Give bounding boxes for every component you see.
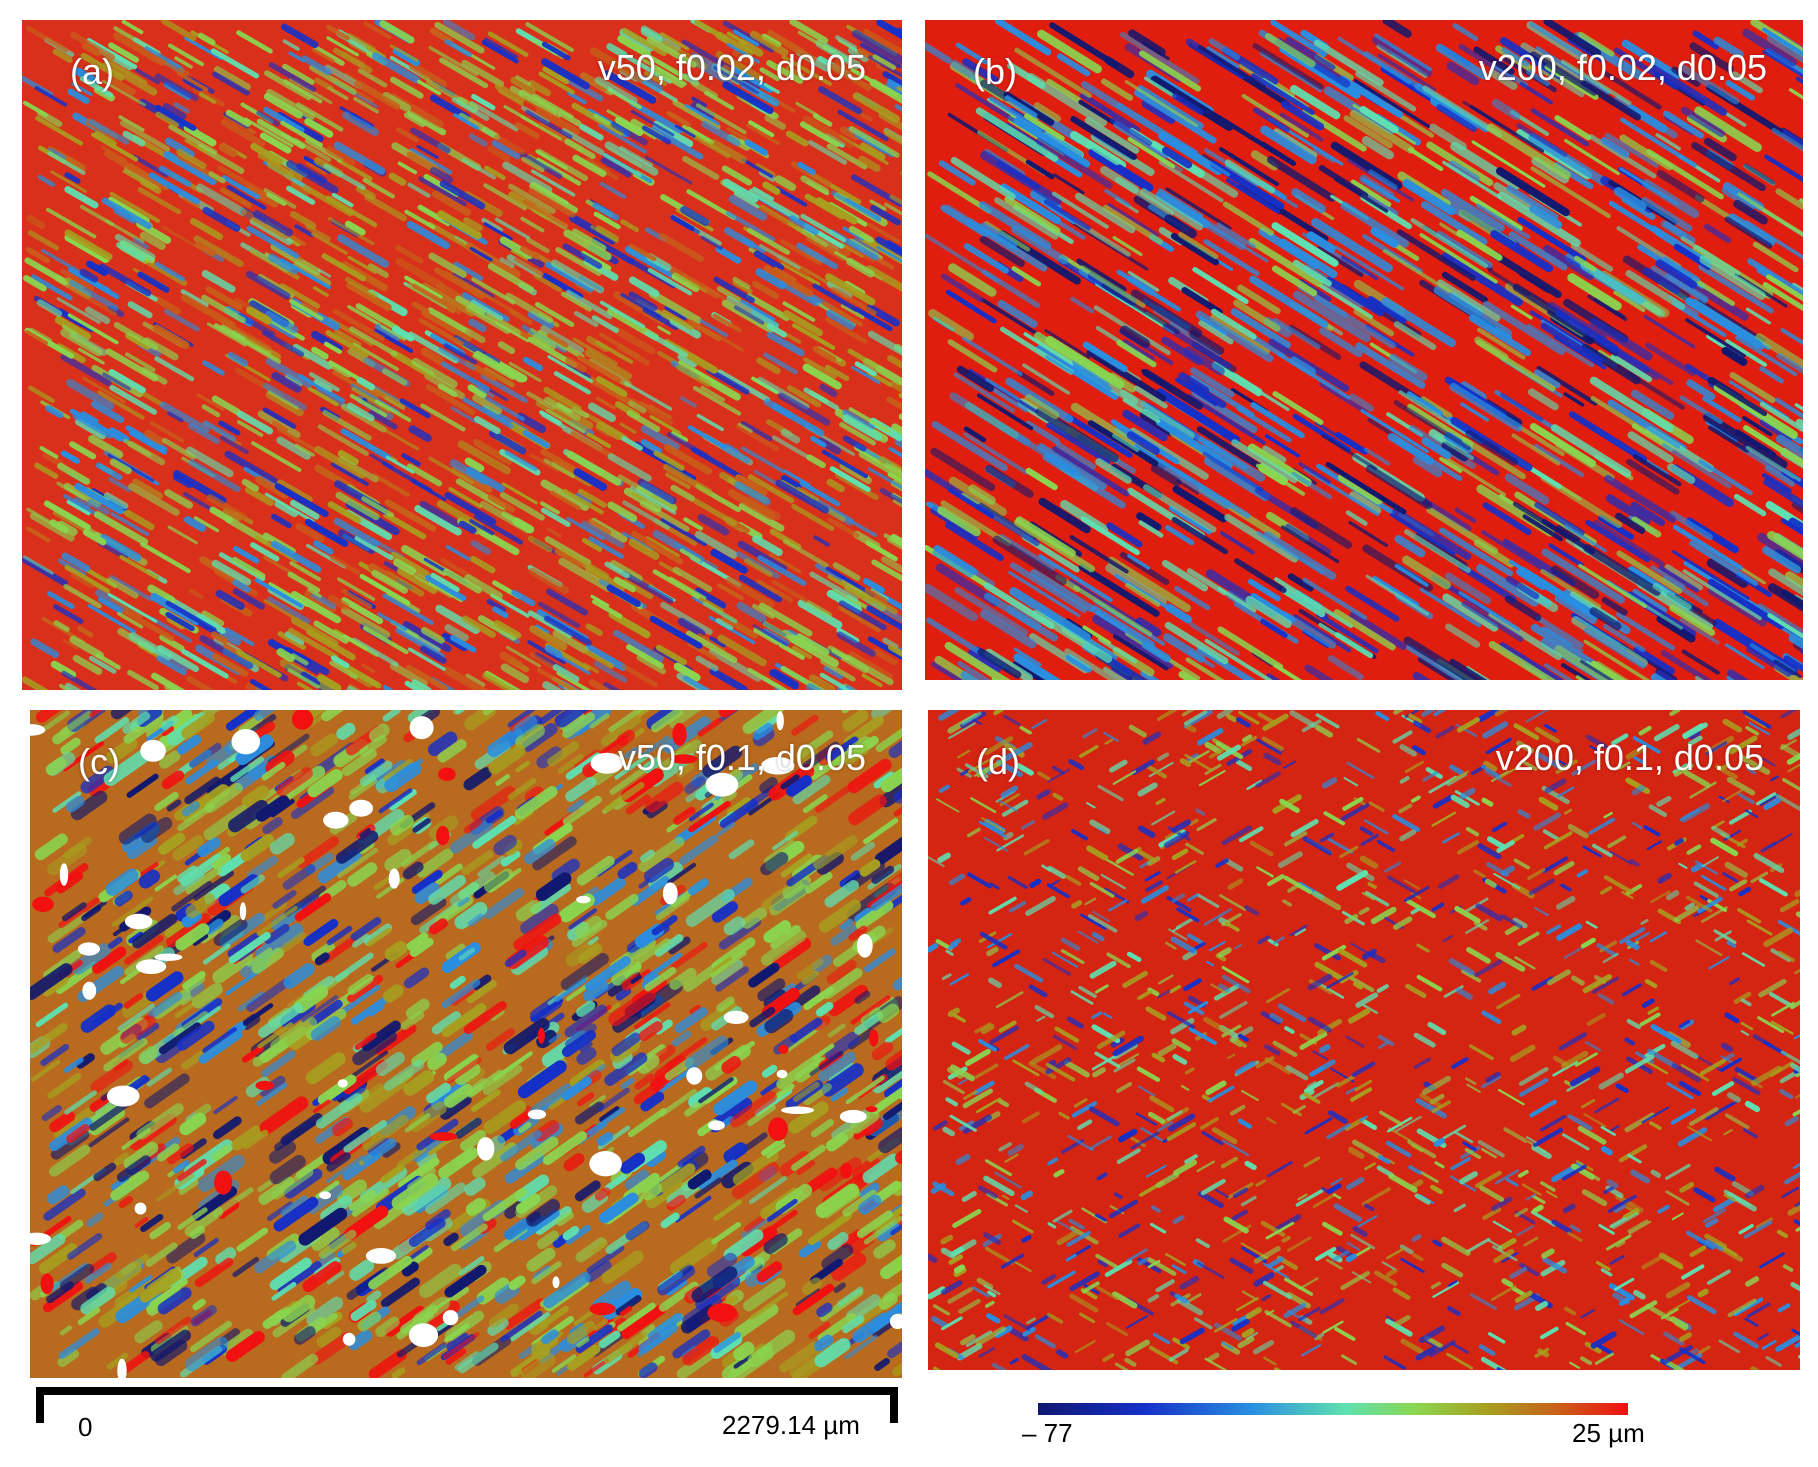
scale-bar-left-tick — [36, 1387, 44, 1423]
scale-bar-right-tick — [890, 1387, 898, 1423]
height-color-bar — [1038, 1403, 1628, 1415]
panel-label-d: (d) — [976, 741, 1020, 782]
surface-panel-a: (a) v50, f0.02, d0.05 — [22, 20, 902, 690]
surface-topography-c — [30, 710, 902, 1378]
panel-title-a: v50, f0.02, d0.05 — [597, 47, 866, 88]
color-bar-max-label: 25 µm — [1572, 1418, 1645, 1448]
panel-label-b: (b) — [973, 51, 1017, 92]
scale-bar-line — [36, 1387, 898, 1395]
scale-bar — [36, 1387, 898, 1427]
surface-panel-c: (c) v50, f0.1, d0.05 — [30, 710, 902, 1378]
panel-label-a: (a) — [70, 51, 114, 92]
surface-panel-d: (d) v200, f0.1, d0.05 — [928, 710, 1800, 1370]
panel-title-d: v200, f0.1, d0.05 — [1495, 737, 1764, 778]
panel-title-b: v200, f0.02, d0.05 — [1478, 47, 1767, 88]
surface-topography-b — [925, 20, 1803, 680]
surface-panel-b: (b) v200, f0.02, d0.05 — [925, 20, 1803, 680]
surface-topography-d — [928, 710, 1800, 1370]
color-bar-min-label: – 77 — [1022, 1418, 1073, 1448]
panel-label-c: (c) — [78, 741, 120, 782]
scale-bar-end-label: 2279.14 µm — [722, 1410, 860, 1440]
surface-topography-a — [22, 20, 902, 690]
panel-title-c: v50, f0.1, d0.05 — [617, 737, 866, 778]
scale-bar-start-label: 0 — [78, 1412, 93, 1442]
